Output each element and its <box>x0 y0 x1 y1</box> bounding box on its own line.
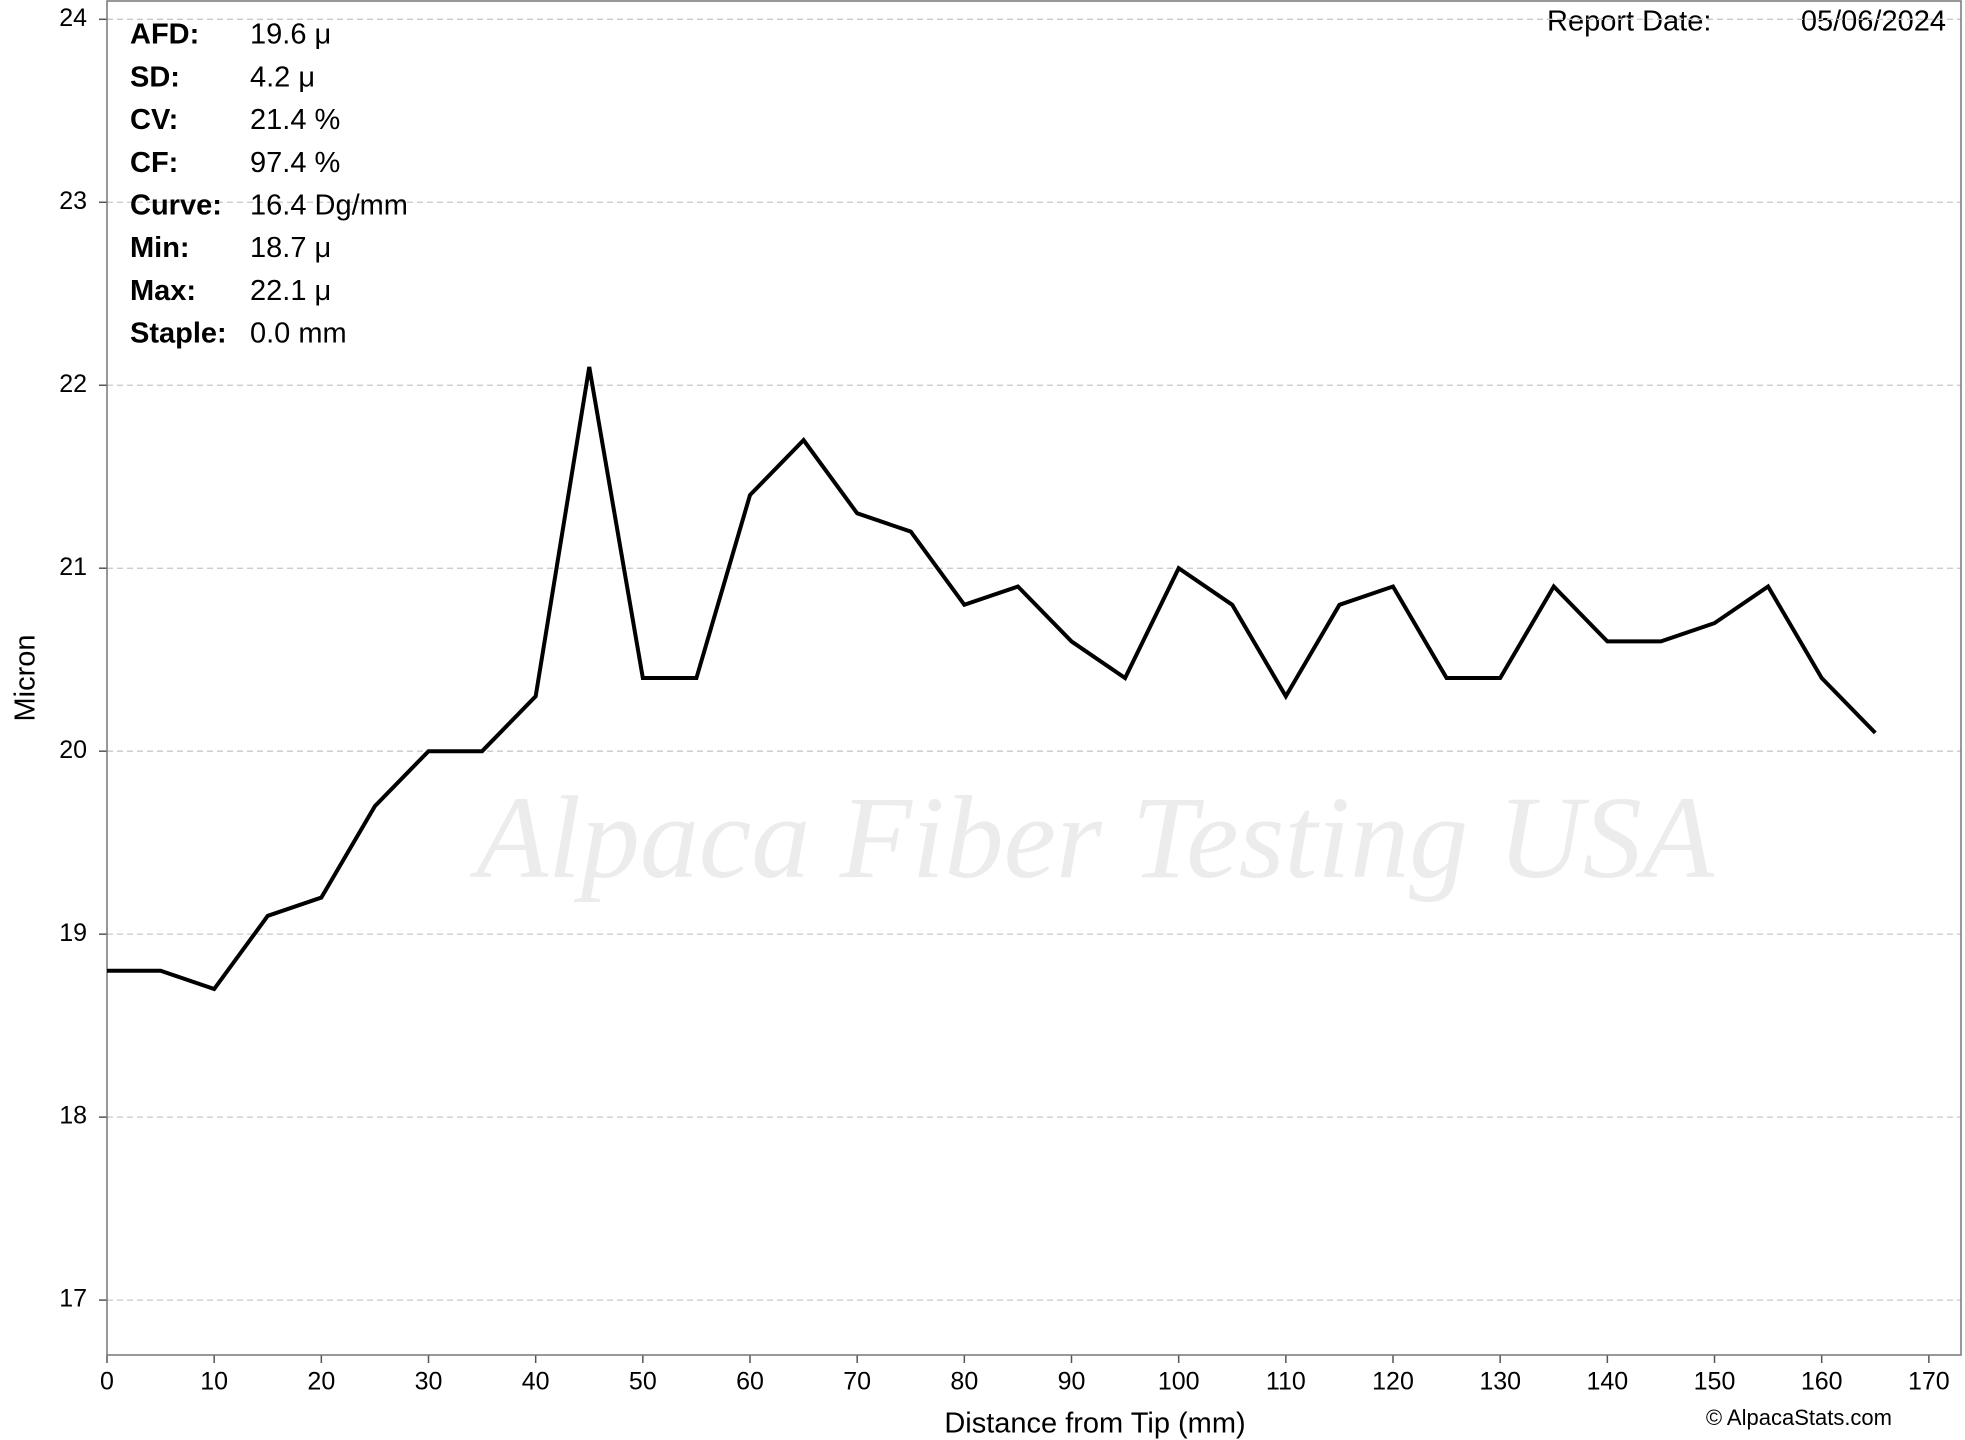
x-tick-label: 50 <box>629 1368 657 1396</box>
x-axis-label: Distance from Tip (mm) <box>944 1408 1245 1440</box>
y-tick-label: 19 <box>59 919 87 947</box>
y-tick-label: 20 <box>59 736 87 764</box>
y-axis-label: Micron <box>10 634 42 721</box>
x-tick-label: 110 <box>1266 1368 1306 1396</box>
stat-label: Max: <box>130 275 196 307</box>
x-tick-label: 90 <box>1058 1368 1086 1396</box>
y-tick-label: 23 <box>59 187 87 215</box>
y-tick-label: 18 <box>59 1102 87 1130</box>
stat-value: 19.6 μ <box>250 19 331 51</box>
x-tick-label: 70 <box>843 1368 871 1396</box>
stat-value: 21.4 % <box>250 104 340 136</box>
stat-value: 22.1 μ <box>250 275 331 307</box>
x-tick-label: 140 <box>1586 1368 1628 1396</box>
stat-label: SD: <box>130 61 180 93</box>
report-date-label: Report Date: <box>1547 6 1711 38</box>
stat-label: CF: <box>130 147 178 179</box>
x-tick-label: 60 <box>736 1368 764 1396</box>
x-tick-label: 80 <box>950 1368 978 1396</box>
x-tick-label: 130 <box>1479 1368 1521 1396</box>
stat-value: 0.0 mm <box>250 318 347 350</box>
chart: Alpaca Fiber Testing USA Distance from T… <box>0 0 1965 1440</box>
x-tick-label: 10 <box>200 1368 228 1396</box>
x-tick-label: 120 <box>1372 1368 1414 1396</box>
stat-label: Curve: <box>130 189 222 221</box>
y-tick-label: 21 <box>59 553 87 581</box>
y-tick-label: 22 <box>59 370 87 398</box>
stat-label: Min: <box>130 232 190 264</box>
x-tick-label: 150 <box>1694 1368 1736 1396</box>
x-tick-label: 30 <box>415 1368 443 1396</box>
stat-value: 16.4 Dg/mm <box>250 189 408 221</box>
stat-value: 4.2 μ <box>250 61 315 93</box>
stat-label: Staple: <box>130 318 227 350</box>
report-date: 05/06/2024 <box>1801 6 1946 38</box>
x-tick-label: 170 <box>1908 1368 1950 1396</box>
credit: © AlpacaStats.com <box>1706 1405 1892 1430</box>
stat-label: CV: <box>130 104 178 136</box>
stat-value: 18.7 μ <box>250 232 331 264</box>
x-tick-label: 160 <box>1801 1368 1843 1396</box>
stat-label: AFD: <box>130 19 199 51</box>
watermark: Alpaca Fiber Testing USA <box>469 772 1715 903</box>
x-tick-label: 0 <box>100 1368 114 1396</box>
y-tick-label: 17 <box>59 1285 87 1313</box>
x-tick-label: 100 <box>1158 1368 1200 1396</box>
x-tick-label: 20 <box>307 1368 335 1396</box>
stat-value: 97.4 % <box>250 147 340 179</box>
x-tick-label: 40 <box>522 1368 550 1396</box>
y-tick-label: 24 <box>59 4 87 32</box>
